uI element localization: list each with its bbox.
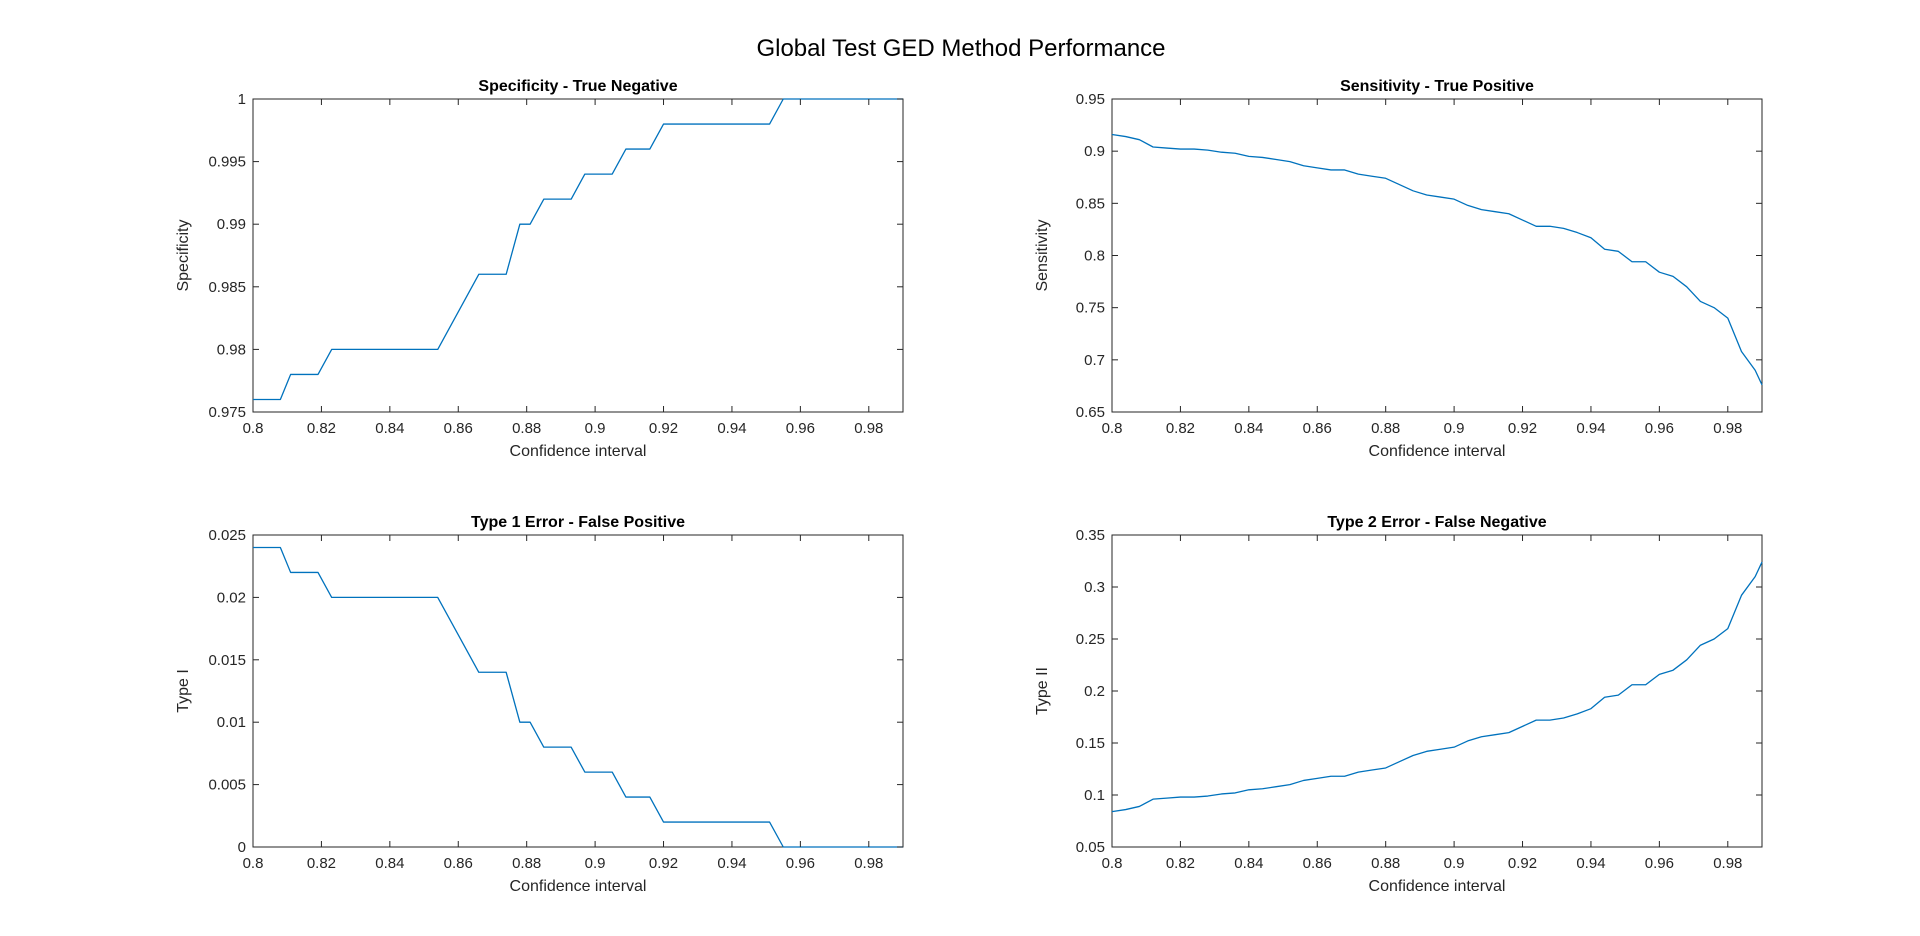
- y-tick-label: 0: [238, 839, 246, 856]
- x-tick-label: 0.86: [1303, 855, 1332, 872]
- panel-specificity: 0.8 0.82 0.84 0.86 0.88 0.9 0.92 0.94 0.96 0.98 0.…: [175, 78, 904, 460]
- panel-sensitivity: 0.8 0.82 0.84 0.86 0.88 0.9 0.92 0.94 0.96 0.98 0.…: [1034, 78, 1763, 460]
- y-tick-label: 0.15: [1076, 735, 1105, 752]
- panels: 0.8 0.82 0.84 0.86 0.88 0.9 0.92 0.94 0.96 0.980.…: [175, 78, 1763, 895]
- y-tick-label: 0.99: [217, 216, 246, 233]
- y-tick-label: 0.25: [1076, 631, 1105, 648]
- y-tick-label: 0.975: [208, 404, 246, 421]
- x-tick-label: 0.86: [444, 855, 473, 872]
- x-tick-label: 0.8: [243, 420, 264, 437]
- x-tick-label: 0.82: [1166, 855, 1195, 872]
- x-tick-label: 0.88: [1371, 420, 1400, 437]
- y-tick-label: 0.75: [1076, 300, 1105, 317]
- y-tick-label: 1: [238, 91, 246, 108]
- x-tick-label: 0.8: [1102, 855, 1123, 872]
- x-tick-label: 0.92: [1508, 420, 1537, 437]
- y-tick-label: 0.95: [1076, 91, 1105, 108]
- axes-box: [252, 534, 904, 848]
- x-tick-label: 0.96: [786, 420, 815, 437]
- x-tick-label: 0.9: [585, 420, 606, 437]
- y-tick-label: 0.01: [217, 714, 246, 731]
- y-axis-label: Sensitivity: [1034, 219, 1051, 291]
- x-tick-label: 0.94: [1576, 420, 1605, 437]
- panel-title: Type 2 Error - False Negative: [1327, 514, 1546, 531]
- x-tick-label: 0.86: [1303, 420, 1332, 437]
- series-line-sensitivity-0: [1111, 133, 1763, 386]
- x-tick-label: 0.9: [1444, 420, 1465, 437]
- y-tick-label: 0.65: [1076, 404, 1105, 421]
- x-tick-label: 0.92: [649, 420, 678, 437]
- x-tick-label: 0.94: [1576, 855, 1605, 872]
- x-axis-label: Confidence interval: [1369, 878, 1506, 895]
- y-tick-label: 0.995: [208, 154, 246, 171]
- figure-title: Global Test GED Method Performance: [756, 35, 1165, 62]
- x-axis-label: Confidence interval: [510, 443, 647, 460]
- axes-box: [1111, 98, 1763, 413]
- x-tick-label: 0.86: [444, 420, 473, 437]
- x-tick-label: 0.92: [1508, 855, 1537, 872]
- y-tick-label: 0.015: [208, 652, 246, 669]
- y-tick-label: 0.985: [208, 279, 246, 296]
- panel-title: Specificity - True Negative: [478, 78, 677, 95]
- y-tick-label: 0.3: [1084, 579, 1105, 596]
- y-axis-label: Type I: [175, 669, 192, 713]
- y-tick-label: 0.1: [1084, 787, 1105, 804]
- x-tick-label: 0.96: [1645, 855, 1674, 872]
- y-tick-label: 0.35: [1076, 527, 1105, 544]
- x-tick-label: 0.88: [1371, 855, 1400, 872]
- y-tick-label: 0.025: [208, 527, 246, 544]
- x-tick-label: 0.8: [243, 855, 264, 872]
- panel-type2: 0.8 0.82 0.84 0.86 0.88 0.9 0.92 0.94 0.96 0.98 0.…: [1034, 514, 1763, 895]
- x-axis-label: Confidence interval: [510, 878, 647, 895]
- x-tick-label: 0.94: [717, 855, 746, 872]
- x-tick-label: 0.8: [1102, 420, 1123, 437]
- x-axis-label: Confidence interval: [1369, 443, 1506, 460]
- y-tick-label: 0.05: [1076, 839, 1105, 856]
- x-tick-label: 0.96: [786, 855, 815, 872]
- x-tick-label: 0.98: [854, 420, 883, 437]
- panel-type1: 0.8 0.82 0.84 0.86 0.88 0.9 0.92 0.94 0.96 0.98 0 0…: [175, 514, 904, 895]
- y-tick-label: 0.8: [1084, 248, 1105, 265]
- x-tick-label: 0.82: [1166, 420, 1195, 437]
- panel-title: Type 1 Error - False Positive: [471, 514, 685, 531]
- x-tick-label: 0.9: [585, 855, 606, 872]
- series-line-specificity-0: [253, 98, 903, 401]
- x-tick-label: 0.98: [1713, 855, 1742, 872]
- x-tick-label: 0.84: [1234, 855, 1263, 872]
- x-tick-label: 0.98: [854, 855, 883, 872]
- x-tick-label: 0.9: [1444, 855, 1465, 872]
- y-axis-label: Type II: [1034, 667, 1051, 715]
- x-tick-label: 0.98: [1713, 420, 1742, 437]
- x-tick-label: 0.88: [512, 420, 541, 437]
- x-tick-label: 0.84: [1234, 420, 1263, 437]
- y-axis-label: Specificity: [175, 219, 192, 291]
- axes-box: [252, 98, 904, 413]
- y-tick-label: 0.9: [1084, 143, 1105, 160]
- x-tick-label: 0.96: [1645, 420, 1674, 437]
- x-tick-label: 0.92: [649, 855, 678, 872]
- x-tick-label: 0.82: [307, 855, 336, 872]
- y-tick-label: 0.005: [208, 777, 246, 794]
- axes-box: [1111, 534, 1763, 848]
- y-tick-label: 0.7: [1084, 352, 1105, 369]
- y-tick-label: 0.85: [1076, 195, 1105, 212]
- series-line-type1-0: [253, 546, 903, 848]
- y-tick-label: 0.98: [217, 341, 246, 358]
- x-tick-label: 0.88: [512, 855, 541, 872]
- x-tick-label: 0.82: [307, 420, 336, 437]
- y-tick-label: 0.2: [1084, 683, 1105, 700]
- y-tick-label: 0.02: [217, 589, 246, 606]
- x-tick-label: 0.84: [375, 855, 404, 872]
- series-line-type2-0: [1111, 561, 1763, 813]
- x-tick-label: 0.84: [375, 420, 404, 437]
- panel-title: Sensitivity - True Positive: [1340, 78, 1534, 95]
- x-tick-label: 0.94: [717, 420, 746, 437]
